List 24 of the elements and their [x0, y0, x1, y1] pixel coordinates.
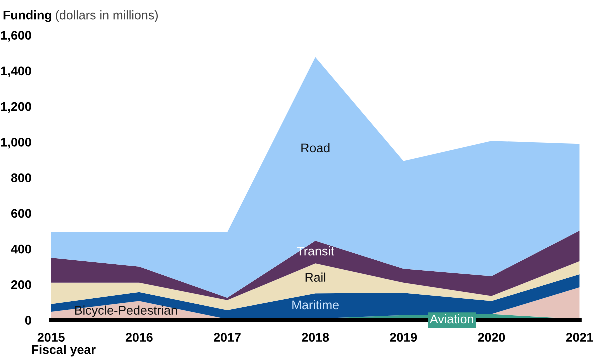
series-label: Rail: [306, 272, 326, 282]
y-tick-label: 1,600: [1, 31, 32, 42]
series-label: Road: [302, 143, 330, 153]
y-tick-label: 600: [12, 209, 32, 218]
y-tick-label: 0: [25, 316, 32, 325]
x-tick-label: 2015: [38, 333, 65, 342]
x-tick-label: 2020: [478, 333, 506, 342]
x-tick-label: 2018: [302, 333, 330, 342]
y-tick-label: 200: [11, 280, 32, 290]
y-tick-label: 800: [11, 174, 32, 182]
x-tick-label: 2017: [214, 333, 241, 342]
y-axis-title: Funding (dollars in millions): [4, 10, 158, 22]
x-tick-label: 2019: [390, 333, 418, 342]
x-tick-label: 2021: [566, 333, 594, 342]
series-label: Transit: [297, 246, 334, 256]
series-label: Bicycle-Pedestrian: [75, 306, 178, 318]
y-tick-label: 1,000: [1, 138, 32, 149]
x-axis-title: Fiscal year: [32, 345, 96, 357]
x-tick-label: 2016: [126, 333, 153, 342]
series-label: Aviation: [430, 314, 474, 324]
series-label: Maritime: [292, 300, 339, 310]
y-tick-label: 1,400: [1, 66, 32, 78]
y-tick-label: 400: [11, 244, 32, 254]
y-tick-label: 1,200: [1, 102, 32, 114]
